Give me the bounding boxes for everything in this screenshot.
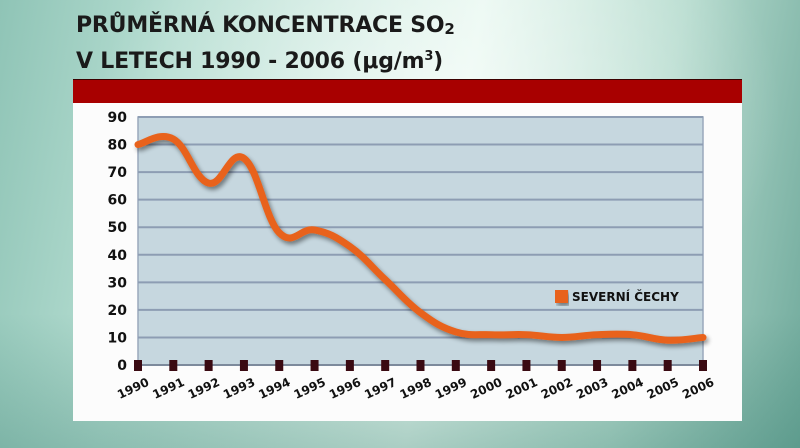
x-tick-label: 2004 (609, 375, 645, 402)
x-tick-label: 1992 (186, 375, 222, 402)
x-tick-label: 1995 (292, 375, 328, 402)
x-tick-label: 2001 (504, 375, 540, 402)
x-tick-marker (487, 360, 496, 371)
x-tick-label: 1996 (327, 375, 363, 402)
x-tick-marker (345, 360, 354, 371)
y-tick-label: 90 (108, 110, 128, 126)
accent-bar (73, 79, 742, 104)
x-tick-marker (204, 360, 213, 371)
y-tick-label: 60 (108, 193, 128, 209)
x-tick-marker (416, 360, 425, 371)
x-tick-label: 1990 (115, 375, 151, 402)
title-line-2: V LETECH 1990 - 2006 (μg/m3) (76, 43, 455, 76)
x-tick-label: 2002 (539, 375, 575, 402)
y-tick-label: 10 (108, 330, 128, 346)
series-line-severni-cechy (134, 133, 707, 344)
x-axis-markers (134, 360, 707, 371)
x-tick-label: 2006 (680, 375, 716, 402)
x-tick-label: 1999 (433, 375, 469, 402)
x-tick-label: 1997 (362, 375, 398, 402)
x-tick-label: 1993 (221, 375, 257, 402)
x-tick-label: 1994 (256, 375, 292, 402)
legend-swatch-icon (555, 290, 568, 303)
x-tick-marker (628, 360, 637, 371)
x-tick-marker (275, 360, 284, 371)
title-line-1: PRŮMĚRNÁ KONCENTRACE SO2 (76, 12, 455, 43)
x-tick-marker (663, 360, 672, 371)
gridlines (138, 116, 703, 366)
y-tick-label: 70 (108, 165, 128, 181)
x-tick-marker (522, 360, 531, 371)
title-subscript: 2 (444, 20, 455, 38)
x-tick-marker (381, 360, 390, 371)
x-tick-marker (699, 360, 707, 371)
title-line-2-suffix: ) (433, 49, 444, 74)
x-tick-marker (451, 360, 460, 371)
x-tick-label: 1991 (150, 375, 186, 402)
y-tick-label: 0 (117, 358, 127, 374)
y-tick-label: 40 (108, 248, 128, 264)
y-tick-label: 20 (108, 303, 128, 319)
x-tick-marker (239, 360, 248, 371)
y-tick-label: 80 (108, 138, 128, 154)
x-tick-label: 2000 (468, 375, 504, 402)
x-tick-label: 2003 (574, 375, 610, 402)
title-superscript: 3 (424, 49, 434, 64)
chart-title: PRŮMĚRNÁ KONCENTRACE SO2 V LETECH 1990 -… (76, 12, 455, 76)
x-tick-marker (134, 360, 142, 371)
legend: SEVERNÍ ČECHY (555, 289, 679, 304)
y-axis-ticks: 0 10 20 30 40 50 60 70 80 90 (108, 110, 128, 374)
x-tick-label: 1998 (398, 375, 434, 402)
plot-area (137, 116, 704, 366)
x-tick-marker (310, 360, 319, 371)
x-axis-ticks: 1990 1991 1992 1993 1994 1995 1996 1997 1998 1999… (115, 375, 716, 402)
y-tick-label: 30 (108, 275, 128, 291)
legend-label: SEVERNÍ ČECHY (572, 289, 679, 304)
x-tick-marker (169, 360, 178, 371)
title-line-2-text: V LETECH 1990 - 2006 (μg/m (76, 49, 425, 74)
y-tick-label: 50 (108, 220, 128, 236)
title-line-1-text: PRŮMĚRNÁ KONCENTRACE SO (76, 13, 445, 38)
x-tick-marker (557, 360, 566, 371)
x-tick-label: 2005 (645, 375, 681, 402)
x-tick-marker (593, 360, 602, 371)
